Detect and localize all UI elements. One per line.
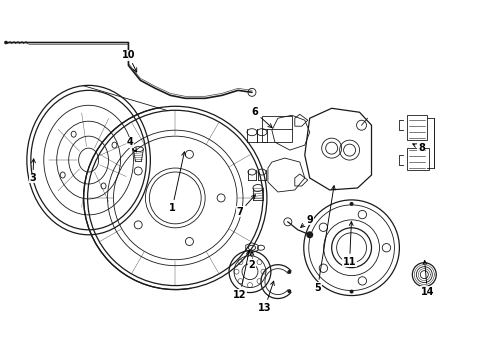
Text: 3: 3 bbox=[29, 159, 36, 183]
Text: 11: 11 bbox=[342, 222, 356, 267]
Text: 8: 8 bbox=[412, 143, 424, 153]
Text: 2: 2 bbox=[248, 252, 255, 270]
Circle shape bbox=[349, 289, 353, 293]
Circle shape bbox=[287, 270, 291, 274]
Text: 14: 14 bbox=[420, 261, 433, 297]
Circle shape bbox=[349, 202, 353, 206]
Text: 1: 1 bbox=[168, 152, 185, 213]
Circle shape bbox=[305, 231, 313, 238]
Text: 7: 7 bbox=[236, 195, 255, 217]
Text: 5: 5 bbox=[314, 186, 335, 293]
Circle shape bbox=[4, 41, 8, 44]
Text: 4: 4 bbox=[127, 137, 136, 152]
Circle shape bbox=[287, 289, 291, 293]
Text: 13: 13 bbox=[258, 281, 274, 312]
Text: 12: 12 bbox=[233, 251, 250, 300]
Text: 6: 6 bbox=[251, 107, 271, 128]
Bar bbox=[262, 116, 291, 142]
Text: 9: 9 bbox=[300, 215, 312, 228]
Text: 10: 10 bbox=[122, 50, 137, 72]
